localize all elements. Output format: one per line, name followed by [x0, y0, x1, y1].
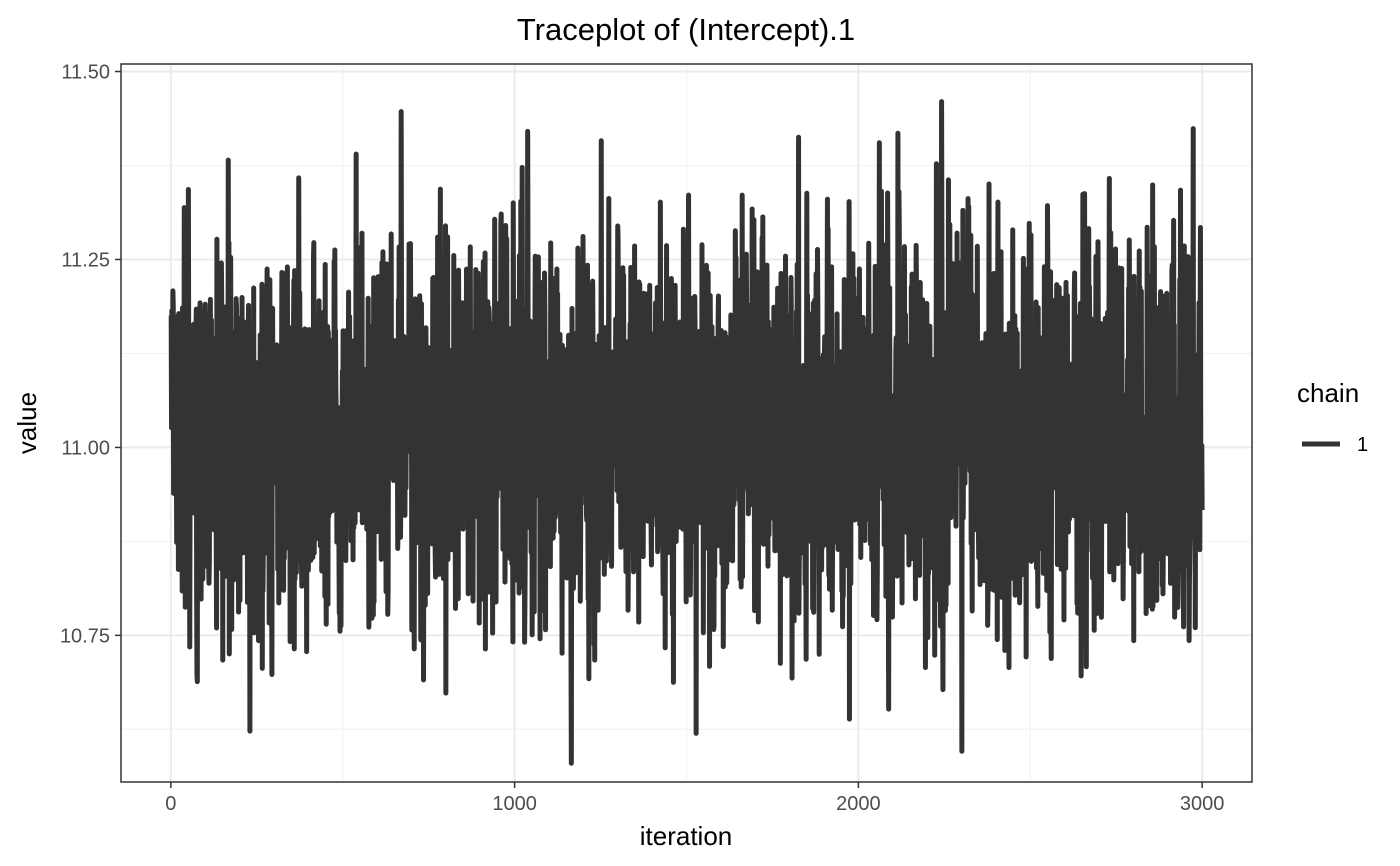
y-tick-label: 11.25: [61, 249, 110, 271]
legend-title: chain: [1297, 378, 1359, 408]
y-tick-label: 11.00: [61, 437, 110, 459]
x-tick-label: 3000: [1180, 793, 1225, 815]
trace-line-chain-1: [168, 99, 1205, 766]
y-axis: 10.75 11.00 11.25 11.50: [60, 62, 121, 647]
x-axis-title: iteration: [640, 821, 733, 851]
x-axis: 0 1000 2000 3000: [165, 782, 1224, 815]
chart-title: Traceplot of (Intercept).1: [517, 12, 855, 47]
y-tick-label: 11.50: [61, 62, 110, 84]
legend: chain 1: [1297, 378, 1368, 456]
x-tick-label: 2000: [836, 793, 881, 815]
panel-border: [120, 63, 1253, 783]
y-tick-label: 10.75: [60, 625, 110, 647]
x-tick-label: 1000: [492, 793, 537, 815]
legend-label: 1: [1357, 434, 1368, 456]
x-tick-label: 0: [165, 793, 176, 815]
y-axis-title: value: [12, 392, 42, 454]
series-layer: [168, 99, 1205, 766]
